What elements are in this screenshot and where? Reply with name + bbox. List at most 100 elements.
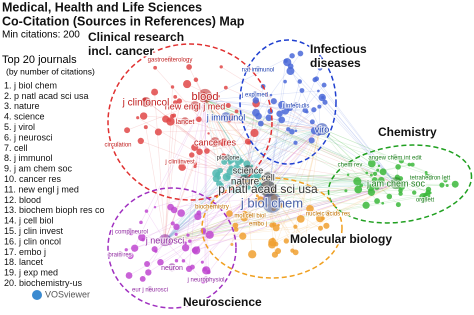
node-dot [225, 102, 231, 109]
node [198, 88, 212, 103]
node-dot [293, 224, 298, 229]
node-dot [442, 177, 446, 181]
node-dot [191, 143, 199, 151]
node-label: brain res [108, 253, 131, 259]
node-dot [268, 240, 277, 249]
edge [202, 127, 321, 263]
journal-item: 7. cell [4, 143, 28, 153]
node [127, 228, 133, 235]
node-dot [260, 175, 264, 178]
edge [172, 115, 397, 185]
node-dot [226, 210, 233, 217]
journal-item: 4. science [4, 112, 45, 122]
node-label: j neurosci [145, 235, 185, 245]
edge [130, 99, 206, 257]
node-dot [196, 116, 202, 123]
edge [160, 194, 269, 263]
edge [204, 99, 401, 179]
node-dot [228, 161, 232, 165]
nodes [115, 50, 459, 293]
node [225, 154, 231, 161]
node-dot [127, 252, 134, 260]
journal-item: 14. j cell biol [4, 216, 54, 226]
node-dot [247, 140, 252, 145]
node [159, 234, 171, 247]
node-dot [275, 248, 282, 255]
node-dot [153, 205, 157, 209]
node-label: j clin oncol [122, 98, 170, 109]
node-label: nucleic acids res [306, 212, 350, 218]
node [316, 123, 328, 136]
node-dot [300, 202, 304, 206]
node [422, 196, 428, 203]
edge [271, 127, 321, 226]
edges [126, 53, 456, 281]
node [239, 175, 251, 187]
edge [221, 66, 321, 129]
edge [237, 170, 397, 185]
node-dot [317, 65, 323, 71]
node-dot [305, 110, 309, 114]
edge [164, 205, 268, 242]
edge [191, 154, 246, 181]
journal-item: 15. j clin invest [4, 226, 64, 236]
node-dot [228, 165, 234, 171]
node-dot [162, 115, 170, 123]
edge [244, 130, 297, 181]
node-dot [322, 99, 328, 105]
node-dot [298, 104, 303, 109]
edge [204, 99, 429, 193]
node-label: j exp med [241, 93, 268, 99]
journal-item: 19. j exp med [4, 268, 58, 278]
node-dot [309, 119, 315, 125]
node-label: tetrahedron lett [410, 176, 451, 182]
logo: VOSviewer [32, 289, 90, 300]
edge [244, 84, 325, 181]
node-dot [151, 88, 159, 96]
node-dot [154, 249, 158, 253]
node [252, 91, 258, 98]
edge [273, 100, 397, 185]
edge [164, 238, 274, 242]
edge [164, 190, 346, 242]
node-dot [407, 162, 412, 167]
node-dot [189, 152, 195, 158]
edge [275, 127, 321, 245]
node-dot [144, 261, 151, 267]
node-dot [200, 260, 204, 264]
cluster-outline [239, 39, 337, 165]
edge [183, 127, 321, 262]
journal-item: 12. blood [4, 195, 41, 205]
cluster-label: Molecular biology [290, 232, 392, 246]
edge [256, 175, 397, 185]
edge [204, 99, 226, 160]
edge [140, 99, 206, 223]
node-dot [365, 171, 369, 175]
journal-item: 18. lancet [4, 257, 44, 267]
node [392, 154, 398, 161]
node-dot [303, 237, 306, 240]
node-dot [176, 98, 183, 104]
journal-item: 5. j virol [4, 122, 35, 132]
node [263, 172, 273, 183]
node-dot [294, 129, 298, 133]
node-dot [316, 214, 325, 223]
node-dot [374, 198, 380, 204]
node-label: mol cell biol [234, 214, 265, 220]
node-label: cancer res [194, 137, 237, 147]
node-dot [178, 163, 186, 171]
node-label: embo j [249, 222, 267, 228]
node-dot [428, 191, 432, 195]
edge [204, 55, 293, 101]
node-dot [137, 137, 144, 145]
edge [126, 183, 397, 251]
node-dot [230, 242, 234, 246]
node-label: gastroenterology [148, 58, 193, 64]
node-dot [376, 168, 380, 172]
node-dot [183, 80, 192, 89]
edge [272, 183, 397, 243]
node-dot [173, 95, 178, 99]
journal-item: 1. j biol chem [4, 80, 57, 90]
node-dot [219, 65, 223, 69]
node-dot [174, 259, 179, 263]
